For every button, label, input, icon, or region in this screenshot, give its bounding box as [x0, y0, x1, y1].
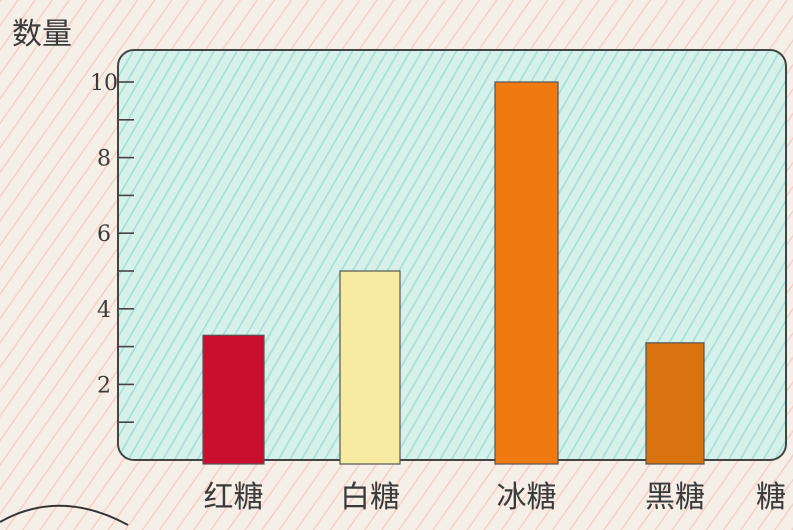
extra-category-label: 糖 [756, 480, 786, 515]
y-axis-label: 数量 [12, 17, 72, 52]
y-tick-label: 4 [97, 298, 111, 323]
plot-area [117, 49, 787, 461]
x-tick-label: 黑糖 [645, 480, 705, 515]
bars [202, 81, 705, 465]
x-tick-label: 红糖 [204, 480, 264, 515]
bar [494, 81, 559, 465]
bar [645, 342, 705, 465]
bar [202, 334, 265, 465]
x-axis-labels: 红糖 白糖 冰糖 黑糖 [204, 480, 706, 515]
y-tick-label: 8 [97, 147, 111, 172]
x-tick-label: 冰糖 [497, 480, 557, 515]
y-axis-ticks [118, 81, 134, 424]
y-tick-label: 6 [97, 222, 111, 247]
y-tick-label: 2 [97, 373, 111, 398]
x-tick-label: 白糖 [340, 480, 400, 515]
paper-doodle-curve [0, 504, 129, 526]
y-axis-tick-labels: 2 4 6 8 10 [90, 71, 118, 398]
y-tick-label: 10 [90, 71, 118, 96]
bar [339, 270, 401, 465]
